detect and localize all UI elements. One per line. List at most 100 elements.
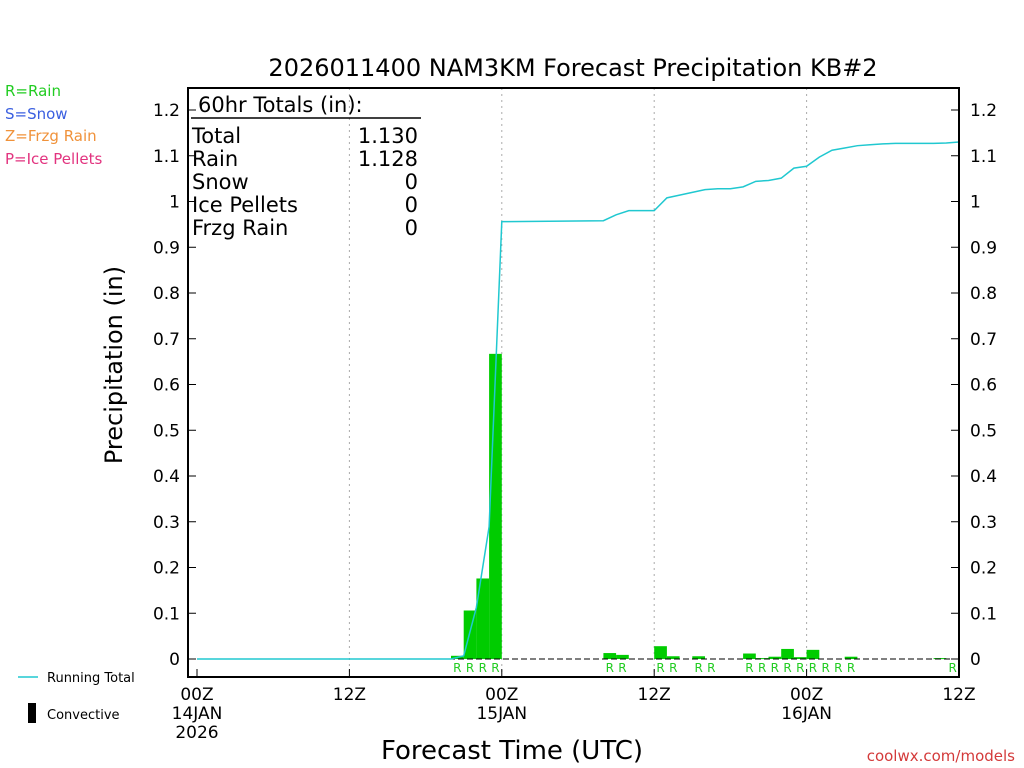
y-tick-label-right-2: 0.2 (970, 559, 997, 579)
totals-ice-pellets-value: 0 (405, 193, 418, 217)
precip-bar-12 (781, 648, 794, 659)
legend-snow: S=Snow (5, 105, 68, 123)
ptype-legend: R=Rain S=Snow Z=Frzg Rain P=Ice Pellets (5, 82, 102, 168)
y-tick-label-left-4: 0.4 (153, 467, 180, 487)
ptype-marker-19: R (948, 661, 956, 675)
precip-bars (451, 353, 947, 660)
y-tick-label-left-2: 0.2 (153, 559, 180, 579)
x-tick-label-5-0: 12Z (942, 685, 975, 705)
chart-title: 2026011400 NAM3KM Forecast Precipitation… (268, 54, 877, 82)
precip-bar-3 (489, 353, 502, 659)
y-tick-label-right-8: 0.8 (970, 284, 997, 304)
totals-snow-value: 0 (405, 170, 418, 194)
ptype-marker-0: R (453, 661, 461, 675)
totals-total-label: Total (191, 124, 241, 148)
convective-legend-swatch (28, 703, 36, 723)
y-tick-label-right-12: 1.2 (970, 101, 997, 121)
totals-rain-label: Rain (192, 147, 238, 171)
ptype-marker-13: R (783, 661, 791, 675)
y-axis-ticks: 0 00.1 0.10.2 0.20.3 0.30.4 0.40.5 0.50.6 0.60.… (153, 101, 997, 670)
precip-bar-6 (654, 646, 667, 659)
y-tick-label-right-11: 1.1 (970, 147, 997, 167)
ptype-marker-18: R (847, 661, 855, 675)
x-tick-label-3-0: 12Z (638, 685, 671, 705)
x-tick-label-1-0: 12Z (333, 685, 366, 705)
legend-rain: R=Rain (5, 82, 61, 100)
totals-snow-label: Snow (192, 170, 249, 194)
y-tick-label-right-3: 0.3 (970, 513, 997, 533)
ptype-marker-7: R (669, 661, 677, 675)
x-tick-label-4-0: 00Z (790, 685, 823, 705)
totals-header: 60hr Totals (in): (198, 93, 363, 117)
y-tick-label-left-12: 1.2 (153, 101, 180, 121)
ptype-marker-9: R (707, 661, 715, 675)
precip-bar-4 (603, 653, 617, 659)
precip-bar-5 (616, 654, 629, 659)
y-tick-label-left-0: 0 (169, 650, 180, 670)
ptype-marker-12: R (771, 661, 779, 675)
ptype-marker-2: R (479, 661, 487, 675)
ptype-marker-3: R (491, 661, 499, 675)
totals-frzg-rain-value: 0 (405, 216, 418, 240)
y-tick-label-left-7: 0.7 (153, 330, 180, 350)
precip-bar-11 (768, 656, 782, 659)
y-tick-label-right-10: 1 (970, 193, 981, 213)
x-tick-label-2-0: 00Z (485, 685, 518, 705)
ptype-marker-15: R (809, 661, 817, 675)
x-tick-label-2-1: 15JAN (476, 704, 527, 724)
ptype-marker-4: R (606, 661, 614, 675)
ptype-marker-10: R (745, 661, 753, 675)
ptype-marker-14: R (796, 661, 804, 675)
y-tick-label-left-3: 0.3 (153, 513, 180, 533)
y-tick-label-left-9: 0.9 (153, 238, 180, 258)
y-tick-label-right-0: 0 (970, 650, 981, 670)
precip-bar-7 (666, 656, 680, 659)
ptype-marker-11: R (758, 661, 766, 675)
totals-rain-value: 1.128 (358, 147, 418, 171)
totals-box: 60hr Totals (in): Total 1.130 Rain 1.128… (191, 93, 421, 240)
y-tick-label-left-11: 1.1 (153, 147, 180, 167)
running-total-series (197, 141, 960, 660)
y-tick-label-right-6: 0.6 (970, 376, 997, 396)
legend-freezing-rain: Z=Frzg Rain (5, 127, 97, 145)
x-tick-label-0-2: 2026 (175, 723, 218, 743)
y-tick-label-left-6: 0.6 (153, 376, 180, 396)
ptype-marker-5: R (618, 661, 626, 675)
y-tick-label-right-4: 0.4 (970, 467, 997, 487)
precip-bar-2 (476, 578, 490, 659)
x-tick-label-0-1: 14JAN (172, 704, 223, 724)
series-legend: Running Total Convective (18, 671, 135, 723)
credit-text: coolwx.com/models (867, 747, 1015, 765)
convective-legend-label: Convective (47, 708, 120, 723)
precip-bar-15 (844, 656, 858, 659)
plot-frame (187, 87, 960, 678)
precip-bar-8 (692, 656, 705, 659)
x-axis-label: Forecast Time (UTC) (381, 736, 643, 766)
x-tick-label-4-1: 16JAN (781, 704, 832, 724)
totals-frzg-rain-label: Frzg Rain (192, 216, 288, 240)
totals-total-value: 1.130 (358, 124, 418, 148)
y-tick-label-right-9: 0.9 (970, 238, 997, 258)
y-tick-label-right-1: 0.1 (970, 604, 997, 624)
precip-bar-14 (806, 649, 820, 659)
y-axis-label: Precipitation (in) (100, 266, 128, 464)
precip-bar-9 (743, 653, 756, 659)
running-total-legend-label: Running Total (47, 671, 135, 686)
precip-bar-13 (793, 657, 807, 659)
running-total-line (197, 141, 960, 660)
ptype-marker-1: R (466, 661, 474, 675)
ptype-marker-6: R (656, 661, 664, 675)
precip-bar-1 (463, 610, 477, 659)
y-tick-label-left-8: 0.8 (153, 284, 180, 304)
y-tick-label-right-5: 0.5 (970, 421, 997, 441)
ptype-marker-17: R (834, 661, 842, 675)
ptype-marker-16: R (821, 661, 829, 675)
legend-ice-pellets: P=Ice Pellets (5, 150, 102, 168)
y-tick-label-right-7: 0.7 (970, 330, 997, 350)
totals-ice-pellets-label: Ice Pellets (192, 193, 298, 217)
precip-bar-10 (755, 658, 769, 660)
y-tick-label-left-10: 1 (169, 193, 180, 213)
